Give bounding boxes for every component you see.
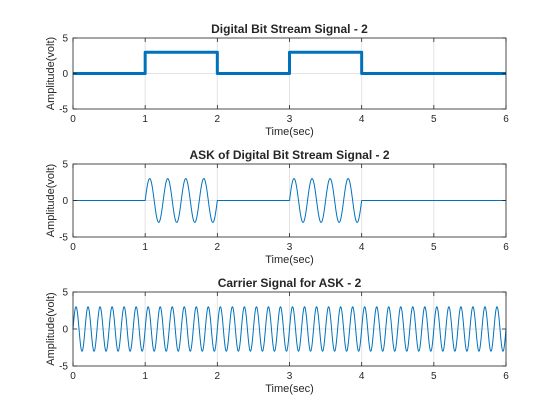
x-tick-label: 6 (503, 114, 509, 125)
x-tick-label: 5 (431, 242, 437, 253)
x-tick-label: 3 (287, 371, 293, 382)
x-tick-label: 0 (70, 114, 76, 125)
x-tick-label: 0 (70, 242, 76, 253)
series-line (73, 50, 506, 75)
chart-title: Carrier Signal for ASK - 2 (218, 276, 362, 290)
x-axis-label: Time(sec) (265, 254, 313, 266)
x-tick-label: 6 (503, 371, 509, 382)
x-tick-label: 1 (142, 242, 148, 253)
y-tick-label: 5 (62, 288, 68, 299)
x-tick-label: 4 (359, 371, 365, 382)
y-axis-label: Amplitude(volt) (45, 292, 57, 365)
x-tick-label: 0 (70, 371, 76, 382)
y-tick-label: 5 (62, 34, 68, 45)
x-tick-label: 3 (287, 242, 293, 253)
x-tick-label: 4 (359, 242, 365, 253)
series-line (72, 306, 507, 352)
y-tick-label: 0 (62, 196, 68, 207)
y-tick-label: -5 (59, 233, 68, 244)
x-tick-label: 2 (215, 371, 221, 382)
chart-title: Digital Bit Stream Signal - 2 (211, 22, 368, 36)
x-tick-label: 2 (215, 114, 221, 125)
y-tick-label: 0 (62, 325, 68, 336)
x-tick-label: 1 (142, 371, 148, 382)
x-tick-label: 3 (287, 114, 293, 125)
x-tick-label: 2 (215, 242, 221, 253)
chart-title: ASK of Digital Bit Stream Signal - 2 (189, 148, 389, 162)
x-tick-label: 5 (431, 114, 437, 125)
x-tick-label: 5 (431, 371, 437, 382)
y-axis-label: Amplitude(volt) (45, 164, 57, 237)
x-axis-label: Time(sec) (265, 383, 313, 395)
x-axis-label: Time(sec) (265, 126, 313, 138)
y-tick-label: -5 (59, 362, 68, 373)
x-tick-label: 1 (142, 114, 148, 125)
x-tick-label: 4 (359, 114, 365, 125)
y-tick-label: -5 (59, 105, 68, 116)
y-tick-label: 0 (62, 69, 68, 80)
x-tick-label: 6 (503, 242, 509, 253)
y-tick-label: 5 (62, 160, 68, 171)
series-line (72, 178, 507, 223)
y-axis-label: Amplitude(volt) (45, 37, 57, 110)
